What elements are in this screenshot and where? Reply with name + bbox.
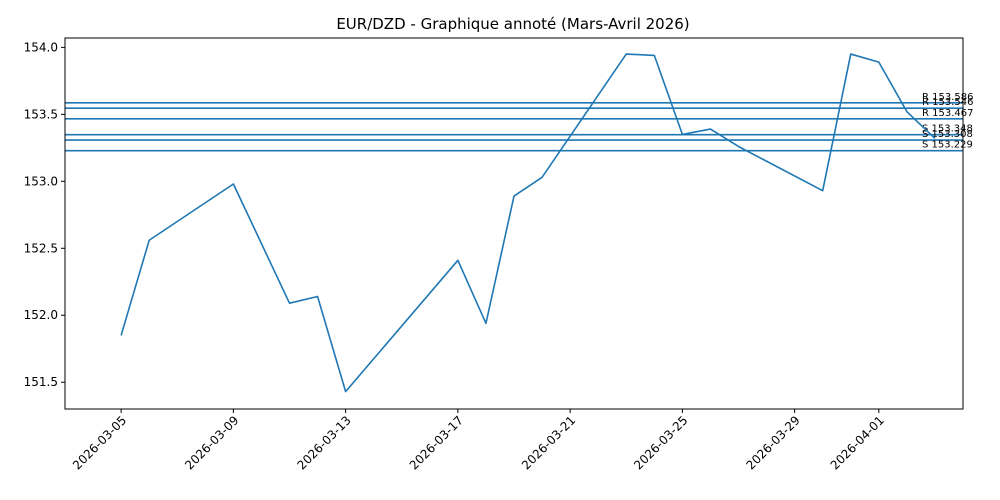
x-tick-label-4: 2026-03-21 [519,413,578,472]
y-tick-label-3: 153.0 [24,174,58,188]
level-label-5: S 153.229 [922,140,973,151]
y-tick-label-0: 151.5 [24,375,58,389]
ticks-layer: 2026-03-05 2026-03-09 2026-03-13 2026-03-17… [24,40,887,472]
x-tick-label-5: 2026-03-25 [631,413,690,472]
level-label-4: S 153.308 [922,129,973,140]
y-tick-label-2: 152.5 [24,241,58,255]
x-tick-label-1: 2026-03-09 [182,413,241,472]
level-label-3: S 153.348 [922,124,973,135]
x-tick-label-7: 2026-04-01 [828,413,887,472]
x-tick-label-2: 2026-03-13 [295,413,354,472]
plot-frame [64,37,964,410]
y-tick-label-5: 154.0 [24,40,58,54]
level-label-2: R 153.467 [922,108,973,119]
x-tick-label-6: 2026-03-29 [744,413,803,472]
y-tick-label-4: 153.5 [24,107,58,121]
y-tick-label-1: 152.0 [24,308,58,322]
x-tick-label-0: 2026-03-05 [70,413,129,472]
price-series-line-0 [120,53,936,393]
series-layer [120,53,936,393]
chart-title: EUR/DZD - Graphique annoté (Mars-Avril 2… [336,15,689,33]
level-label-0: R 153.586 [922,92,973,103]
level-label-1: R 153.546 [922,97,973,108]
x-tick-label-3: 2026-03-17 [407,413,466,472]
